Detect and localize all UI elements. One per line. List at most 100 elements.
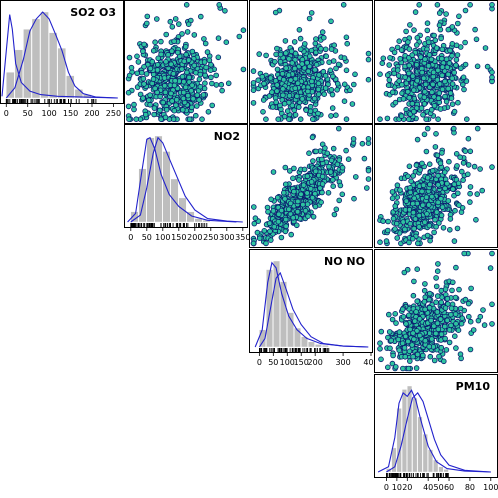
scatter-point [327, 67, 334, 74]
scatter-point [410, 330, 416, 336]
scatter-point [310, 214, 317, 220]
scatter-point [406, 239, 412, 246]
scatter-point [292, 112, 299, 118]
scatter-point [307, 186, 314, 192]
histogram-bar [6, 71, 15, 99]
scatter-point [419, 69, 425, 76]
scatter-point [203, 64, 209, 71]
scatter-point [160, 99, 166, 106]
scatter-point [443, 347, 450, 353]
scatter-point [422, 306, 428, 313]
scatter-point [140, 48, 146, 54]
scatter-point [313, 148, 319, 155]
scatter-point [272, 58, 278, 65]
scatter-point [194, 103, 200, 109]
scatter-point [172, 77, 178, 84]
scatter-point [430, 69, 437, 76]
scatter-point [330, 145, 337, 152]
scatter-point [480, 307, 486, 313]
scatter-point [331, 42, 338, 48]
scatter-point [270, 208, 277, 214]
scatter-point [216, 2, 223, 8]
scatter-point [266, 220, 273, 227]
scatter-point [308, 47, 315, 54]
scatter-point [433, 209, 440, 215]
scatter-point [392, 364, 399, 370]
scatter-point [251, 204, 257, 210]
scatter-point [433, 45, 440, 51]
scatter-point [447, 47, 453, 54]
scatter-point [392, 310, 399, 317]
histogram-bar [23, 29, 32, 99]
scatter-point [309, 194, 316, 201]
scatter-point [266, 93, 273, 99]
scatter-point [439, 64, 446, 70]
scatter-point [327, 169, 334, 175]
scatter-point [449, 75, 456, 82]
scatter-point [269, 89, 275, 95]
scatter-point [322, 85, 329, 91]
scatter-point [438, 331, 445, 338]
histogram-bar [438, 466, 444, 473]
scatter-point [489, 69, 495, 76]
scatter-point [413, 162, 420, 169]
scatter-point [446, 327, 453, 333]
scatter-point [185, 92, 191, 99]
scatter-point [142, 111, 149, 118]
scatter-point [167, 18, 174, 25]
scatter-point [449, 287, 455, 294]
scatter-point [128, 64, 135, 71]
scatter-point [467, 2, 473, 8]
scatter-point [431, 32, 437, 39]
scatter-point [465, 300, 472, 307]
scatter-point [394, 67, 401, 73]
scatter-point [347, 87, 353, 94]
scatter-point [250, 100, 257, 106]
scatter-point [389, 189, 396, 195]
scatter-point [282, 216, 289, 223]
x-tick-label: 350 [235, 233, 250, 242]
scatter-point [435, 261, 441, 267]
scatter-point [429, 168, 436, 174]
scatter-point [449, 24, 456, 30]
scatter-point [141, 41, 147, 48]
scatter-point [319, 189, 325, 196]
scatter-point [411, 278, 417, 285]
scatter-point [437, 106, 444, 112]
histogram-bar [308, 341, 315, 348]
scatter-point [277, 102, 283, 109]
scatter-point [414, 266, 421, 273]
scatter-point [341, 81, 348, 88]
scatter-point [202, 80, 208, 86]
histogram-bars [259, 260, 329, 348]
scatter-point [377, 345, 383, 352]
scatter-point [158, 38, 164, 45]
scatter-point [411, 318, 418, 324]
x-tick-label: 0 [257, 358, 262, 367]
scatter-point [431, 357, 438, 364]
scatter-point [400, 96, 407, 102]
scatter-point [152, 39, 158, 45]
scatter-point [404, 88, 411, 95]
scatter-point [149, 58, 156, 65]
scatter-panel-s12 [249, 124, 373, 248]
scatter-point [185, 57, 192, 63]
scatter-point [455, 99, 461, 106]
scatter-point [328, 87, 335, 93]
scatter-point [439, 150, 445, 156]
scatter-point [392, 203, 399, 209]
scatter-point [306, 150, 312, 157]
scatter-point [413, 42, 420, 48]
scatter-point [406, 94, 413, 101]
x-tick-label: 20 [402, 483, 412, 492]
scatter-point [431, 229, 437, 236]
scatter-point [462, 7, 469, 14]
scatter-point [435, 182, 441, 188]
scatter-point [333, 206, 340, 213]
scatter-point [377, 116, 383, 122]
scatter-point [225, 80, 232, 87]
scatter-point [261, 80, 267, 87]
scatter-point [431, 103, 438, 109]
scatter-point [387, 345, 393, 352]
